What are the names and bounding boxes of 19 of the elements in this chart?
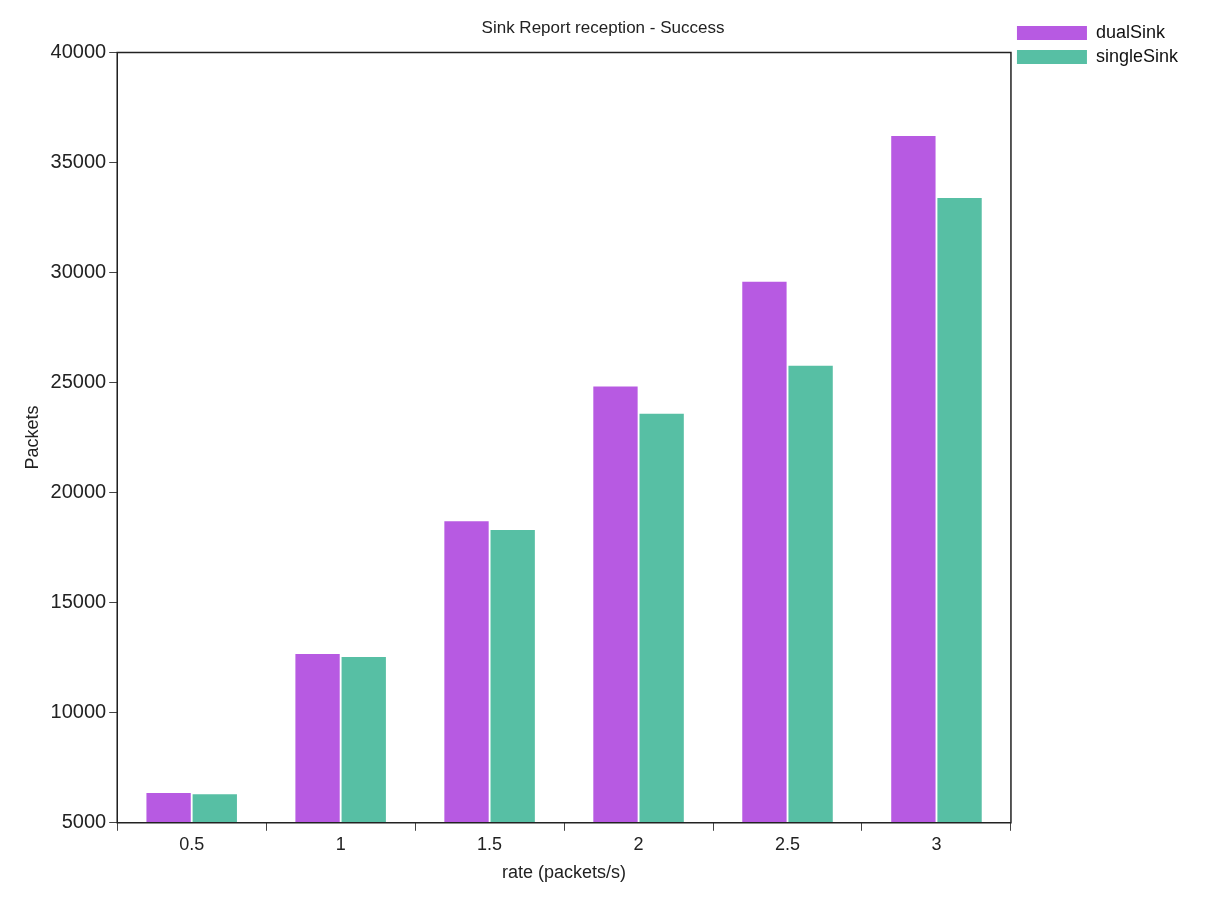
y-tick-label: 15000 [50,590,107,613]
y-axis-title: Packets [21,405,42,470]
x-tick-label: 2.5 [775,833,801,854]
y-tick-label: 10000 [50,700,107,723]
y-tick-label: 20000 [50,480,107,503]
y-tick-label: 25000 [50,370,107,393]
x-tick-label: 0.5 [179,833,205,854]
y-tick-label: 30000 [50,260,107,283]
legend-label: singleSink [1095,45,1179,66]
y-tick-label: 40000 [50,39,107,62]
x-tick-label: 1.5 [477,833,503,854]
x-tick-label: 2 [633,833,644,854]
chart-title: Sink Report reception - Success [481,17,725,37]
x-tick-label: 3 [931,833,942,854]
x-axis-title: rate (packets/s) [502,862,627,883]
y-tick-label: 35000 [50,149,107,172]
x-tick-label: 1 [335,833,346,854]
legend-label: dualSink [1095,21,1166,42]
y-tick-label: 5000 [61,810,107,833]
